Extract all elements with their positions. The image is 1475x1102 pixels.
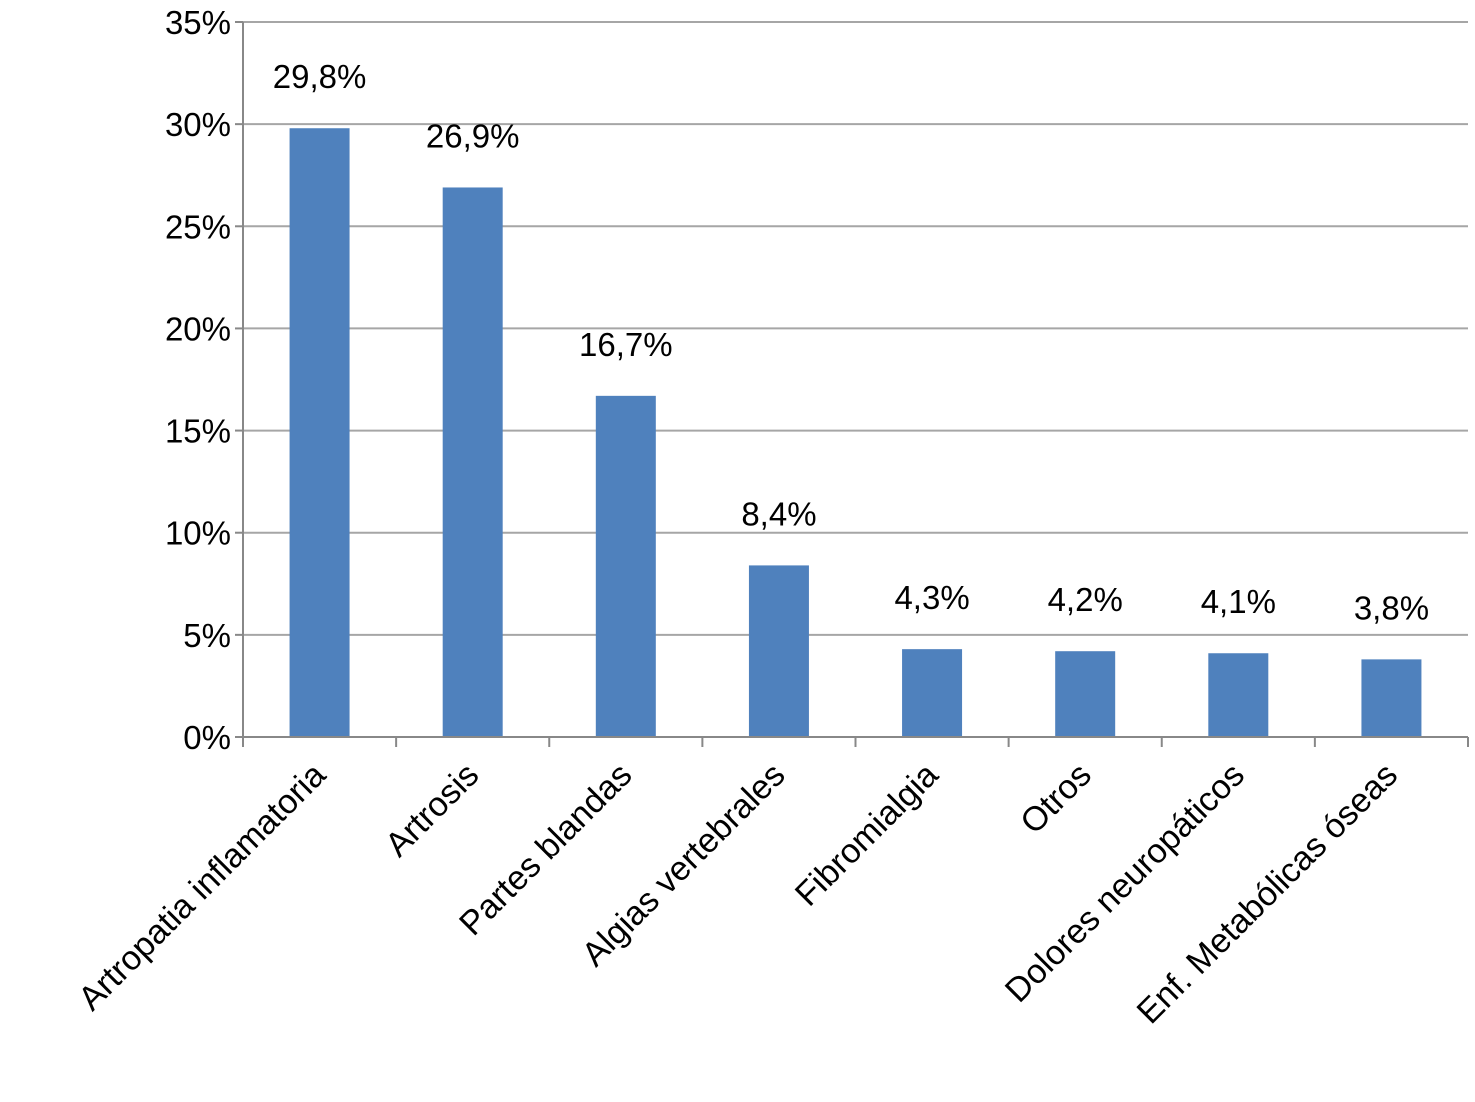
data-label: 3,8% — [1354, 589, 1429, 626]
bar — [1361, 659, 1422, 737]
y-tick-label: 35% — [165, 4, 231, 41]
bar — [1208, 653, 1269, 737]
y-tick-label: 10% — [165, 515, 231, 552]
bar — [595, 395, 656, 737]
y-tick-label: 0% — [183, 719, 231, 756]
bars — [289, 128, 1422, 737]
x-tick-label: Artrosis — [378, 756, 486, 864]
x-tick-label: Otros — [1013, 756, 1099, 842]
data-label: 4,3% — [894, 579, 969, 616]
bar — [748, 565, 809, 737]
bar — [902, 649, 963, 737]
bar — [289, 128, 350, 737]
x-tick-label: Fibromialgia — [788, 756, 946, 914]
y-axis-ticks: 0% 5% 10% 15% 20% 25% 30% 35% — [165, 4, 243, 756]
bar — [442, 187, 503, 737]
y-tick-label: 20% — [165, 310, 231, 347]
y-tick-label: 25% — [165, 208, 231, 245]
data-label: 8,4% — [741, 495, 816, 532]
data-label: 4,2% — [1048, 581, 1123, 618]
gridlines — [243, 21, 1468, 636]
data-label: 16,7% — [579, 326, 673, 363]
x-tick-label: Artropatia inflamatoria — [71, 756, 333, 1018]
data-labels: 29,8% 26,9% 16,7% 8,4% 4,3% 4,2% 4,1% 3,8% — [273, 58, 1429, 626]
y-tick-label: 5% — [183, 617, 231, 654]
data-label: 4,1% — [1201, 583, 1276, 620]
data-label: 26,9% — [426, 117, 520, 154]
y-tick-label: 15% — [165, 413, 231, 450]
data-label: 29,8% — [273, 58, 367, 95]
y-tick-label: 30% — [165, 106, 231, 143]
x-tick-label: Enf. Metabólicas óseas — [1130, 756, 1405, 1031]
bar — [1055, 651, 1116, 737]
